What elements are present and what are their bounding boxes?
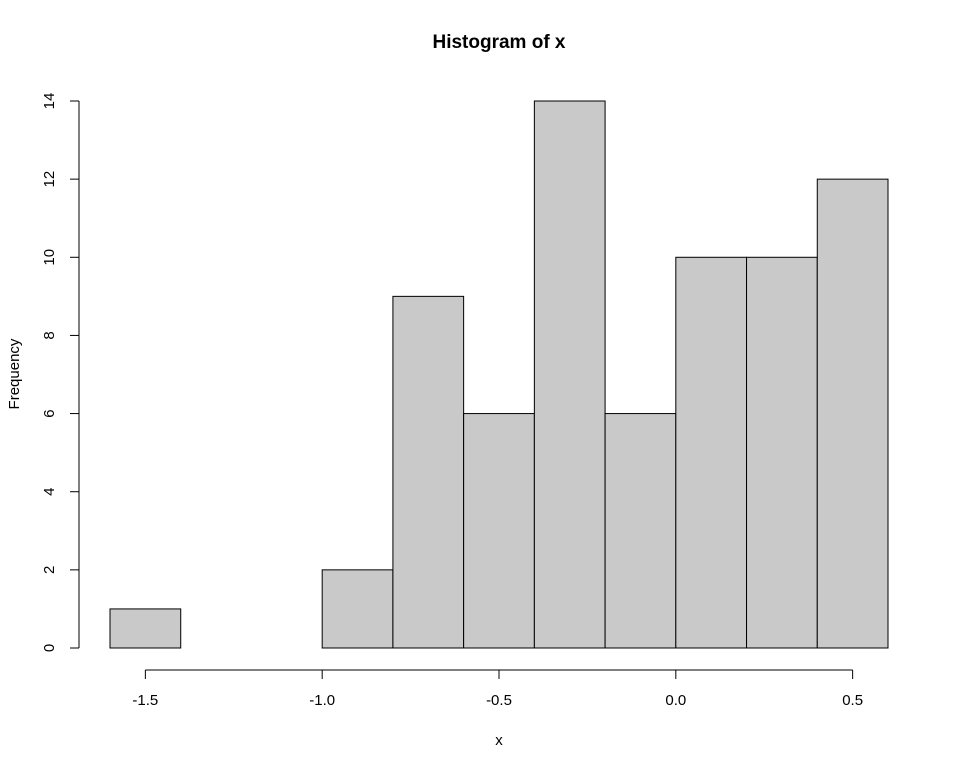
histogram-bar [816,178,889,649]
histogram-bar [321,569,394,649]
histogram-bar [604,413,677,649]
x-axis: -1.5 -1.0 -0.5 0.0 0.5 [132,669,863,709]
y-tick-label: 10 [41,249,58,266]
x-tick-label: 0.5 [842,692,863,709]
x-tick-label: -1.0 [309,692,335,709]
x-tick-label: -0.5 [486,692,512,709]
y-tick-label: 8 [41,331,58,339]
y-tick-label: 4 [41,488,58,496]
histogram-bar [109,608,182,649]
histogram-bar [675,256,748,649]
y-axis-label: Frequency [6,338,23,409]
y-tick-label: 0 [41,644,58,652]
histogram-bar [392,295,465,649]
y-tick-label: 14 [41,93,58,110]
bars-group [109,100,889,649]
y-tick-label: 2 [41,566,58,574]
x-tick-label: 0.0 [665,692,686,709]
histogram-bar [746,256,818,649]
histogram-bar [463,413,535,649]
histogram-bar [533,100,606,649]
y-tick-label: 6 [41,409,58,417]
chart-title: Histogram of x [432,32,565,53]
y-tick-label: 12 [41,171,58,188]
x-axis-label: x [495,732,503,749]
x-tick-label: -1.5 [132,692,158,709]
y-axis: 0 2 4 6 8 10 12 14 [41,93,80,652]
